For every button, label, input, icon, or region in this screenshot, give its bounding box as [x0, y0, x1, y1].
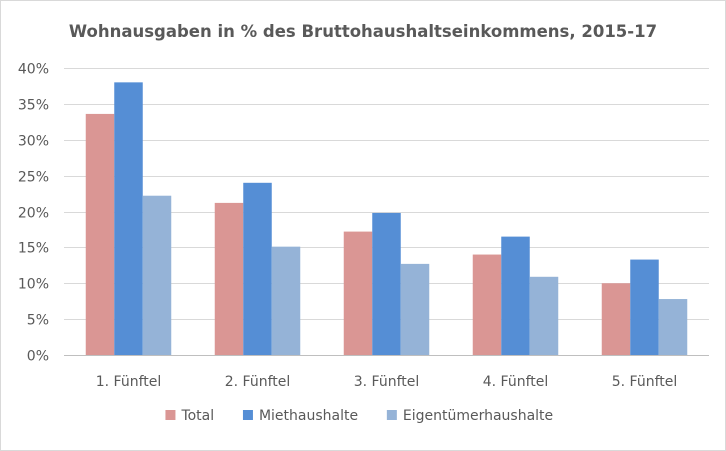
- bar: [114, 82, 143, 355]
- bar: [400, 263, 430, 355]
- bar: [472, 254, 502, 355]
- y-tick-label: 35%: [18, 98, 49, 114]
- y-axis-labels: 0% 5% 10% 15% 20% 25% 30% 35% 40%: [18, 62, 49, 365]
- y-tick-label: 30%: [18, 134, 49, 150]
- bars: [85, 82, 688, 355]
- legend-label: Miethaushalte: [259, 408, 358, 424]
- bar: [85, 113, 115, 355]
- x-tick-label: 5. Fünftel: [612, 374, 678, 390]
- x-tick-label: 3. Fünftel: [354, 374, 420, 390]
- x-tick-label: 4. Fünftel: [483, 374, 549, 390]
- gridlines: [64, 68, 709, 356]
- bar: [630, 259, 659, 355]
- x-tick-label: 1. Fünftel: [96, 374, 162, 390]
- bar: [501, 236, 530, 355]
- y-tick-label: 20%: [18, 206, 49, 222]
- bar: [601, 283, 631, 355]
- legend-swatch: [242, 410, 253, 420]
- legend-swatch: [165, 410, 176, 420]
- legend-label: Eigentümerhaushalte: [403, 408, 553, 424]
- bar: [142, 195, 172, 355]
- bar: [214, 202, 244, 355]
- legend: Total Miethaushalte Eigentümerhaushalte: [165, 408, 553, 424]
- chart-title: Wohnausgaben in % des Bruttohaushaltsein…: [69, 22, 657, 41]
- bar: [372, 212, 401, 355]
- y-tick-label: 5%: [27, 313, 49, 329]
- y-tick-label: 15%: [18, 241, 49, 257]
- bar: [243, 182, 272, 355]
- x-axis-labels: 1. Fünftel 2. Fünftel 3. Fünftel 4. Fünftel…: [96, 374, 678, 390]
- y-tick-label: 0%: [27, 349, 49, 365]
- bar: [271, 246, 301, 355]
- bar: [658, 299, 688, 355]
- y-tick-label: 25%: [18, 170, 49, 186]
- legend-label: Total: [180, 408, 214, 424]
- bar: [529, 276, 559, 355]
- bar: [343, 231, 373, 355]
- legend-swatch: [386, 410, 397, 420]
- y-tick-label: 10%: [18, 277, 49, 293]
- x-tick-label: 2. Fünftel: [225, 374, 291, 390]
- y-tick-label: 40%: [18, 62, 49, 78]
